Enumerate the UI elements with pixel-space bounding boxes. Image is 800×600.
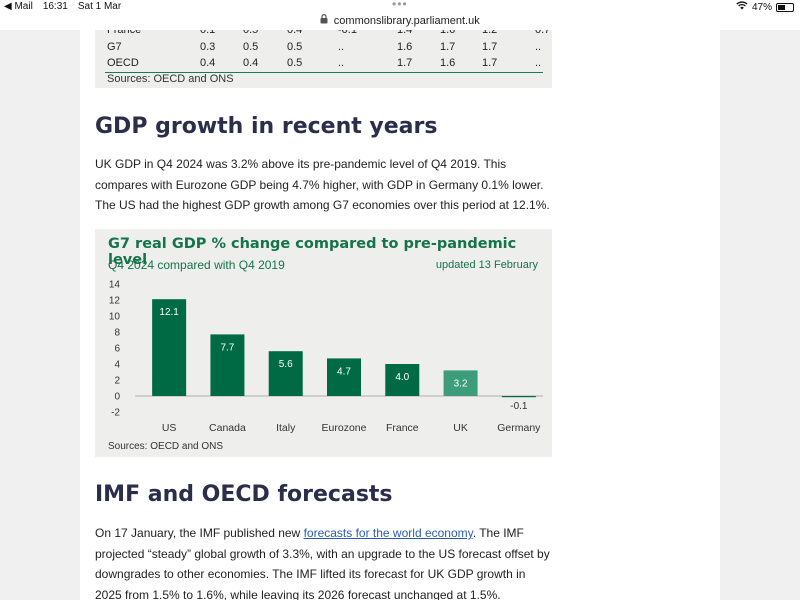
bar-italy: [268, 351, 303, 396]
forecasts-paragraph-start: On 17 January, the IMF published new: [95, 526, 304, 540]
gdp-chart-panel: -2 0 2 4 6 8 10 12 14 12.1 US 7.7 Canada 5.6 Italy 4.7 E…: [95, 229, 552, 457]
y-tick-label: -2: [111, 408, 120, 419]
table-cell: 0.5: [243, 30, 259, 36]
url-bar[interactable]: commonslibrary.parliament.uk: [0, 14, 800, 30]
y-tick-label: 12: [109, 296, 121, 307]
x-tick-label: UK: [453, 422, 468, 434]
lock-icon: [320, 14, 331, 26]
data-label: 4.0: [395, 372, 409, 383]
status-bar: ◀ Mail 16:31 Sat 1 Mar ••• 47%: [0, 0, 800, 14]
chart-source: Sources: OECD and ONS: [108, 441, 224, 452]
table-row-label: France: [107, 30, 142, 36]
table-row: G7 0.3 0.5 0.5.. 1.6 1.7 1.7..: [95, 41, 552, 55]
wifi-icon: [736, 1, 748, 13]
x-tick-label: France: [386, 422, 419, 434]
y-tick-label: 2: [114, 376, 120, 387]
date: Sat 1 Mar: [77, 1, 122, 12]
table-cell: 1.6: [440, 57, 456, 69]
table-cell: ..: [338, 41, 345, 53]
y-tick-label: 14: [109, 280, 121, 291]
table-cell: 1.7: [440, 41, 456, 53]
table-cell: 1.6: [440, 30, 456, 36]
table-row-label: G7: [107, 41, 122, 53]
table-row: OECD 0.4 0.4 0.5.. 1.7 1.6 1.7..: [105, 57, 543, 73]
table-cell: -0.1: [338, 30, 357, 36]
bar-germany: [501, 396, 536, 398]
table-source: Sources: OECD and ONS: [107, 73, 234, 85]
forecasts-paragraph-end: . The IMF projected “steady” global grow…: [95, 526, 550, 600]
bar-eurozone: [327, 358, 361, 396]
back-to-mail-link[interactable]: ◀ Mail: [4, 1, 33, 12]
forecasts-paragraph: On 17 January, the IMF published new for…: [95, 523, 555, 600]
chart-updated-note: updated 13 February: [435, 259, 538, 271]
clock: 16:31: [42, 1, 68, 12]
chart-subtitle: Q4 2024 compared with Q4 2019: [108, 258, 285, 272]
table-cell: 0.5: [287, 41, 303, 53]
table-cell: 0.5: [243, 41, 259, 53]
bar-uk: [443, 370, 478, 396]
data-label: -0.1: [510, 401, 528, 412]
table-cell: 0.4: [287, 30, 303, 36]
article-content: France 0.1 0.5 0.4 -0.1 1.4 1.6 1.2 0.7 G7 0.3 0.5…: [80, 30, 720, 600]
gdp-growth-paragraph: UK GDP in Q4 2024 was 3.2% above its pre…: [95, 157, 550, 212]
table-cell: 1.7: [482, 57, 498, 69]
gdp-bar-chart: -2 0 2 4 6 8 10 12 14 12.1 US 7.7 Canada 5.6 Italy 4.7 E…: [109, 280, 543, 434]
table-cell: ..: [535, 41, 542, 53]
x-tick-label: Italy: [276, 422, 296, 434]
y-tick-label: 8: [114, 328, 120, 339]
x-tick-label: Germany: [497, 422, 541, 434]
battery-icon: [776, 2, 794, 12]
battery-percent: 47%: [751, 1, 772, 13]
table-cell: ..: [535, 57, 542, 69]
url-domain: commonslibrary.parliament.uk: [333, 15, 480, 27]
chart-title: G7 real GDP % change compared to pre-pan…: [108, 236, 517, 268]
data-label: 3.2: [454, 378, 468, 389]
table-cell: ..: [338, 57, 345, 69]
y-tick-label: 0: [114, 392, 120, 403]
bar-france: [385, 364, 420, 396]
table-cell: 0.1: [200, 30, 216, 36]
table-cell: 0.7: [535, 30, 551, 36]
multitasking-dots-icon[interactable]: •••: [392, 0, 408, 11]
y-tick-label: 4: [114, 360, 120, 371]
section-heading-forecasts: IMF and OECD forecasts: [95, 482, 393, 507]
bar-canada: [210, 334, 245, 396]
section-heading-gdp-growth: GDP growth in recent years: [95, 114, 438, 139]
x-tick-label: Canada: [209, 422, 246, 434]
table-cell: 0.4: [243, 57, 259, 69]
data-label: 4.7: [337, 366, 351, 377]
data-label: 12.1: [159, 307, 179, 318]
x-tick-label: US: [162, 422, 177, 434]
table-cell: 0.5: [287, 57, 303, 69]
table-cell: 1.7: [482, 41, 498, 53]
y-tick-label: 6: [114, 344, 120, 355]
data-table-fragment: France 0.1 0.5 0.4 -0.1 1.4 1.6 1.2 0.7 G7 0.3 0.5…: [95, 30, 552, 88]
bar-us: [152, 299, 187, 396]
data-label: 5.6: [279, 359, 293, 370]
table-cell: 1.6: [397, 41, 413, 53]
world-economy-forecasts-link[interactable]: forecasts for the world economy: [303, 526, 473, 540]
y-tick-label: 10: [109, 312, 121, 323]
table-cell: 0.4: [200, 57, 216, 69]
table-cell: 0.3: [200, 41, 216, 53]
data-label: 7.7: [220, 342, 234, 353]
table-cell: 1.7: [397, 57, 413, 69]
table-row-partial: France 0.1 0.5 0.4 -0.1 1.4 1.6 1.2 0.7: [95, 30, 552, 38]
table-row-label: OECD: [107, 57, 139, 69]
table-cell: 1.2: [482, 30, 498, 36]
x-tick-label: Eurozone: [322, 422, 367, 434]
table-cell: 1.4: [397, 30, 413, 36]
